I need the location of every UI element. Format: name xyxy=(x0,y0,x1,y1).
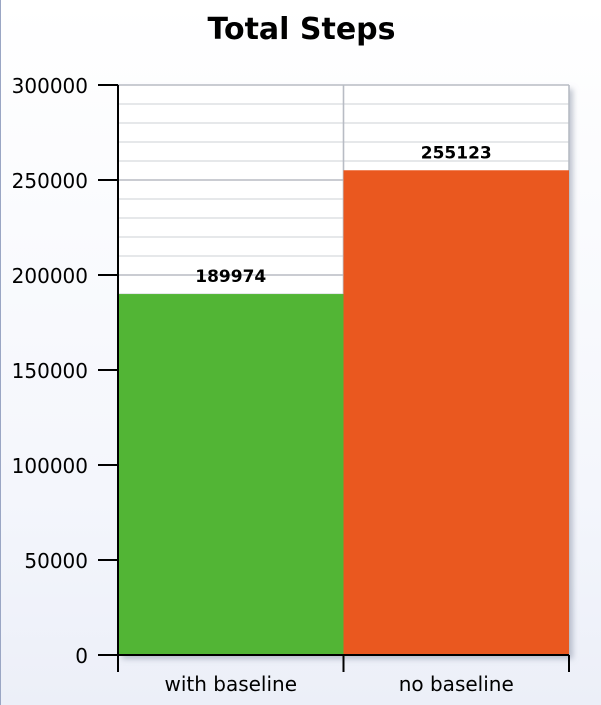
chart-title: Total Steps xyxy=(207,12,396,47)
bars xyxy=(118,170,569,655)
y-tick-label: 100000 xyxy=(12,454,88,478)
y-tick-label: 250000 xyxy=(12,169,88,193)
y-tick-label: 50000 xyxy=(24,549,88,573)
axes xyxy=(98,84,570,672)
data-label: 255123 xyxy=(421,143,492,163)
y-tick-label: 300000 xyxy=(12,74,88,98)
bar xyxy=(343,170,569,655)
y-tick-label: 0 xyxy=(75,644,88,668)
y-tick-label: 150000 xyxy=(12,359,88,383)
x-tick-label: with baseline xyxy=(164,672,297,696)
data-label: 189974 xyxy=(195,267,266,287)
bar xyxy=(118,294,344,655)
y-tick-label: 200000 xyxy=(12,264,88,288)
labels: 189974 255123 0 50000 100000 150000 200000 2500… xyxy=(12,74,514,696)
x-tick-label: no baseline xyxy=(399,672,514,696)
